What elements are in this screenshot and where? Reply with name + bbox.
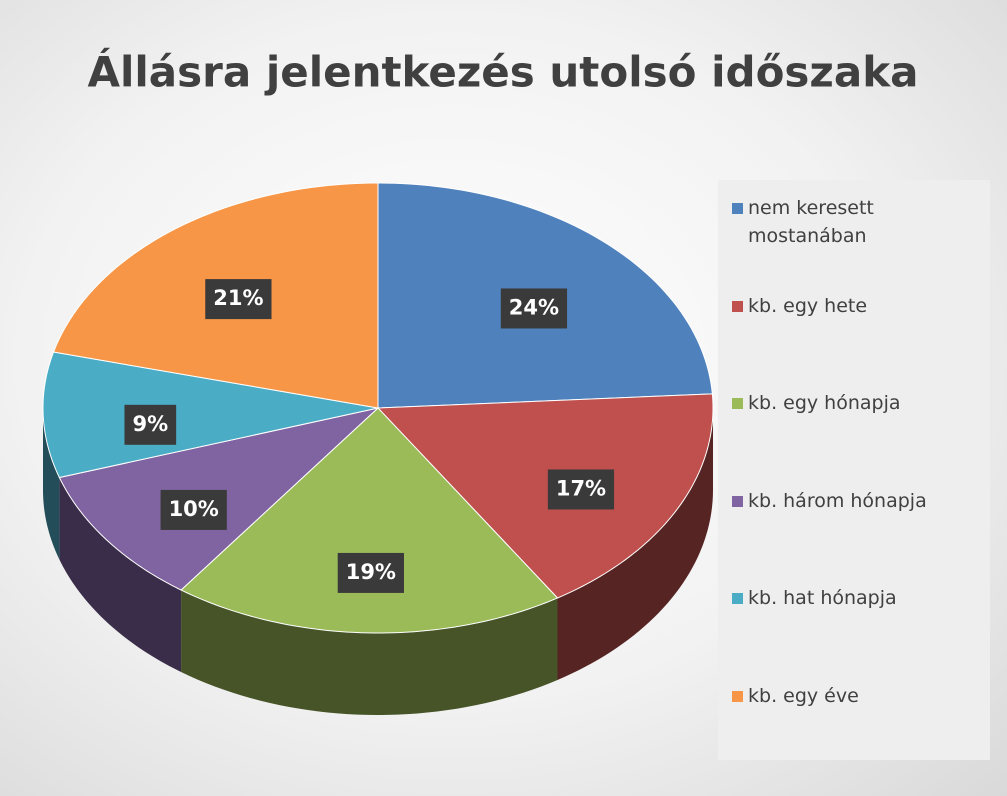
- data-label: 10%: [160, 489, 227, 530]
- data-label: 9%: [124, 404, 177, 445]
- chart-title: Állásra jelentkezés utolsó időszaka: [88, 47, 919, 97]
- data-label-text: 17%: [556, 476, 606, 500]
- data-label: 24%: [500, 288, 568, 329]
- legend-item: kb. három hónapja: [732, 487, 983, 515]
- legend-swatch: [732, 203, 743, 214]
- pie-side: [557, 408, 713, 680]
- data-label-text: 10%: [169, 497, 219, 521]
- data-label-text: 21%: [213, 286, 263, 310]
- legend-swatch: [732, 300, 743, 312]
- pie-side: [181, 590, 558, 715]
- legend-label: kb. egy éve: [748, 684, 859, 707]
- legend-label: kb. három hónapja: [748, 489, 927, 512]
- legend-swatch: [732, 593, 743, 604]
- data-label-text: 24%: [509, 295, 559, 319]
- legend-item: kb. hat hónapja: [732, 584, 983, 612]
- data-label: 21%: [205, 279, 272, 320]
- legend-item: kb. egy éve: [732, 682, 983, 710]
- legend-item: kb. egy hete: [732, 292, 983, 320]
- data-label: 17%: [547, 469, 615, 510]
- legend-swatch: [732, 398, 743, 409]
- legend-item: nem keresett mostanában: [732, 194, 983, 250]
- legend-item: kb. egy hónapja: [732, 389, 983, 417]
- data-label-box: [205, 279, 272, 320]
- legend-swatch: [732, 495, 743, 507]
- legend-label: kb. hat hónapja: [748, 587, 897, 609]
- data-label-text: 9%: [132, 412, 168, 436]
- data-label: 19%: [337, 552, 404, 593]
- data-label-box: [547, 469, 615, 510]
- legend-swatch: [732, 690, 743, 702]
- pie-side: [59, 477, 182, 673]
- legend: nem keresett mostanában kb. egy hete kb. e…: [718, 180, 990, 760]
- legend-label: nem keresett mostanában: [748, 197, 874, 247]
- pie-slice: [376, 393, 714, 599]
- pie-slice: [180, 407, 559, 634]
- pie-slice: [42, 351, 379, 479]
- legend-label: kb. egy hete: [748, 294, 868, 317]
- data-label-box: [337, 552, 404, 593]
- legend-label: kb. egy hónapja: [748, 392, 901, 414]
- data-label-text: 19%: [346, 560, 396, 584]
- pie-side: [43, 408, 60, 560]
- data-label-box: [124, 404, 177, 445]
- data-label-box: [160, 489, 227, 530]
- data-label-box: [500, 288, 568, 329]
